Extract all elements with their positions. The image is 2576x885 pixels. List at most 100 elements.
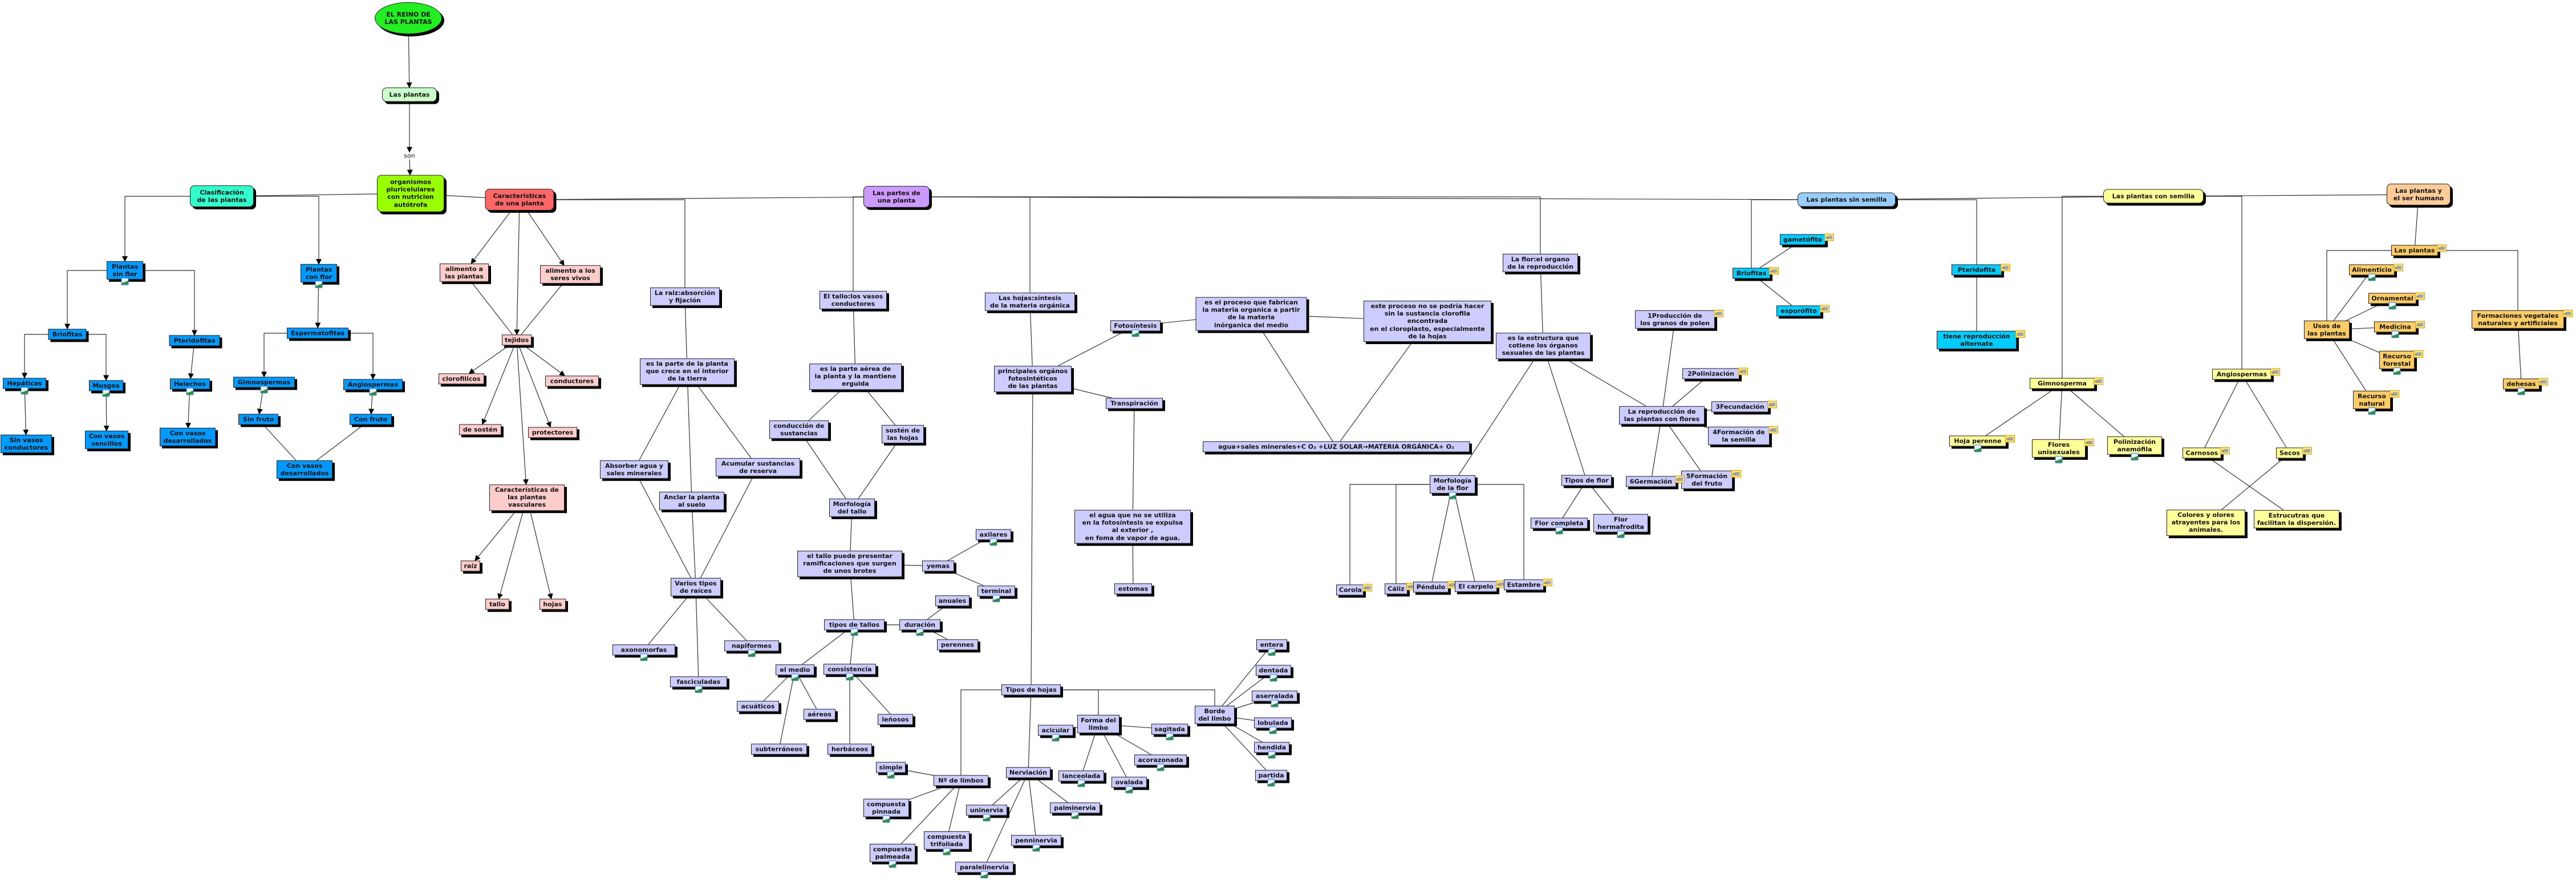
concept-node-p3[interactable]: 3Fecundación a (1711, 401, 1777, 413)
note-attachment-icon[interactable]: a (2563, 309, 2573, 317)
concept-node-lasplantas2[interactable]: Las plantas a (2391, 244, 2447, 256)
concept-node-convd2[interactable]: Con vasos desarrollados (277, 460, 332, 479)
concept-node-fasci[interactable]: fasciculadas (670, 676, 727, 693)
image-attachment-icon[interactable] (2055, 456, 2063, 464)
concept-node-medicina[interactable]: Medicina a (2374, 321, 2425, 338)
concept-node-usos[interactable]: Usos de las plantas (2304, 320, 2350, 340)
concept-node-sinsemilla[interactable]: Las plantas sin semilla (1798, 192, 1896, 207)
concept-node-raizabs[interactable]: La raiz:absorción y fijación (650, 287, 720, 306)
concept-node-colores[interactable]: Colores y olores atrayentes para los ani… (2167, 510, 2245, 536)
image-attachment-icon[interactable] (1131, 329, 1139, 337)
concept-node-paralelinervia[interactable]: paralelinervia (955, 862, 1013, 879)
concept-node-conduccion[interactable]: conducción de sustancias (769, 420, 829, 439)
image-attachment-icon[interactable] (1617, 531, 1625, 539)
concept-node-p5[interactable]: 5Formación del fruto a (1681, 470, 1741, 490)
concept-node-borde[interactable]: Borde del limbo (1195, 705, 1235, 725)
note-attachment-icon[interactable]: a (1768, 426, 1778, 434)
note-attachment-icon[interactable]: a (1731, 470, 1741, 478)
note-attachment-icon[interactable]: a (1496, 580, 1506, 588)
image-attachment-icon[interactable] (1032, 844, 1040, 852)
note-attachment-icon[interactable]: a (2437, 244, 2447, 252)
image-attachment-icon[interactable] (1077, 779, 1085, 787)
concept-node-angio2[interactable]: Angiospermas a (2212, 368, 2280, 380)
note-attachment-icon[interactable]: a (1675, 475, 1685, 483)
note-attachment-icon[interactable]: a (2413, 350, 2423, 358)
concept-node-angio[interactable]: Angiospermas (343, 379, 403, 396)
concept-node-hojas[interactable]: hojas (539, 599, 566, 610)
concept-node-protectores[interactable]: protectores (528, 427, 577, 438)
concept-node-fotosintesis[interactable]: Fotosíntesis (1110, 320, 1161, 337)
concept-node-transpiracion[interactable]: Transpiración (1106, 398, 1163, 409)
image-attachment-icon[interactable] (1125, 786, 1133, 794)
concept-node-aguano[interactable]: el agua que no se utiliza en la fotosínt… (1074, 510, 1191, 544)
concept-node-musgos[interactable]: Musgos (89, 380, 123, 397)
note-attachment-icon[interactable]: a (2270, 368, 2280, 376)
concept-node-ramif[interactable]: el tallo puede presentar ramificaciones … (797, 551, 902, 577)
concept-node-pinnada[interactable]: compuesta pinnada (863, 798, 909, 823)
concept-node-flororg[interactable]: La flor:el organo de la reproducción (1503, 253, 1578, 273)
concept-node-palminervia[interactable]: palminervia (1050, 802, 1100, 819)
concept-node-absorber[interactable]: Absorber agua y sales minerales (600, 460, 668, 479)
note-attachment-icon[interactable]: a (1543, 579, 1552, 587)
image-attachment-icon[interactable] (943, 848, 951, 856)
note-attachment-icon[interactable]: a (1824, 233, 1834, 241)
image-attachment-icon[interactable] (2517, 387, 2525, 395)
image-attachment-icon[interactable] (989, 538, 997, 546)
concept-node-napi[interactable]: napiformes (724, 640, 779, 657)
concept-node-lobulada[interactable]: lobulada (1254, 717, 1292, 734)
concept-node-hepaticas[interactable]: Hepáticas (3, 378, 46, 395)
note-attachment-icon[interactable]: a (2390, 390, 2399, 398)
concept-node-ecuacion[interactable]: agua+sales minerales+C O₂ +LUZ SOLAR→MAT… (1203, 441, 1470, 452)
concept-node-carnosos[interactable]: Carnosos a (2182, 447, 2230, 459)
concept-node-root[interactable]: EL REINO DE LAS PLANTAS (375, 2, 442, 35)
concept-node-uninervia[interactable]: uninervia (966, 805, 1007, 822)
concept-node-serhumano[interactable]: Las plantas y el ser humano (2387, 183, 2451, 206)
concept-node-briofitas2[interactable]: Briofitas a (1733, 267, 1779, 279)
image-attachment-icon[interactable] (1267, 779, 1275, 787)
concept-node-esteproceso[interactable]: este proceso no se podría hacer sin la s… (1364, 301, 1491, 342)
concept-node-sinfruto[interactable]: Sin fruto (238, 414, 278, 425)
concept-node-hermafrodita[interactable]: Flor hermafrodita (1593, 514, 1648, 539)
concept-node-convd1[interactable]: Con vasos desarrollados (160, 427, 216, 447)
concept-node-gimno2[interactable]: Gimnosperma a (2030, 377, 2103, 389)
note-attachment-icon[interactable]: a (2001, 264, 2010, 272)
image-attachment-icon[interactable] (983, 814, 991, 822)
concept-node-consemilla[interactable]: Las plantas con semilla (2103, 189, 2204, 204)
concept-node-p2[interactable]: 2Polinización a (1682, 367, 1748, 379)
concept-node-pendulo[interactable]: Péndulo a (1413, 581, 1457, 593)
concept-node-briofitas[interactable]: Briofitas (48, 329, 87, 340)
concept-node-conductores[interactable]: conductores (545, 375, 599, 387)
concept-node-caract[interactable]: Caracteristicas de una planta (485, 188, 554, 211)
note-attachment-icon[interactable]: a (1769, 267, 1779, 275)
concept-node-principales[interactable]: principales orgános fotosintéticos de la… (994, 366, 1072, 392)
concept-node-estomas[interactable]: estomas (1114, 583, 1152, 595)
concept-node-aereos[interactable]: aéreos (804, 709, 835, 720)
image-attachment-icon[interactable] (315, 281, 323, 289)
image-attachment-icon[interactable] (369, 388, 377, 396)
concept-node-lasplantas[interactable]: Las plantas (382, 87, 437, 102)
concept-node-tiene[interactable]: tiene reproducción alternate a (1937, 330, 2025, 350)
concept-node-esparte1[interactable]: es la parte de la planta que crece en el… (640, 358, 735, 385)
concept-node-anclar[interactable]: Anclar la planta al suelo (659, 491, 724, 511)
concept-node-pterid[interactable]: Pteridofita a (1952, 264, 2010, 276)
note-attachment-icon[interactable]: a (1362, 584, 1372, 592)
concept-node-yemas[interactable]: yemas (922, 560, 954, 572)
concept-node-hojassint[interactable]: Las hojas:síntesis de la materia orgánic… (985, 292, 1075, 312)
image-attachment-icon[interactable] (186, 387, 194, 395)
concept-node-terminal[interactable]: terminal (977, 585, 1015, 603)
image-attachment-icon[interactable] (1974, 444, 1982, 452)
concept-node-elmedio[interactable]: el medio (776, 664, 814, 681)
concept-node-dentada[interactable]: dentada (1256, 665, 1291, 682)
concept-node-nlimbos[interactable]: Nº de limbos (934, 775, 988, 786)
image-attachment-icon[interactable] (882, 815, 890, 823)
concept-node-organismos[interactable]: organismos pluricelulares con nutricion … (377, 175, 444, 212)
concept-node-estrucutras[interactable]: Estrucutras que facilitan la dispersión. (2254, 510, 2339, 529)
image-attachment-icon[interactable] (887, 771, 895, 779)
image-attachment-icon[interactable] (791, 673, 799, 681)
concept-node-tallo[interactable]: tallo (485, 599, 509, 610)
concept-node-clorof[interactable]: clorofilicos (439, 373, 484, 385)
concept-node-acicular[interactable]: acicular (1038, 725, 1073, 742)
image-attachment-icon[interactable] (2368, 407, 2376, 415)
concept-node-tejidos[interactable]: tejidos (502, 334, 532, 346)
concept-node-secos[interactable]: Secos a (2276, 447, 2312, 459)
